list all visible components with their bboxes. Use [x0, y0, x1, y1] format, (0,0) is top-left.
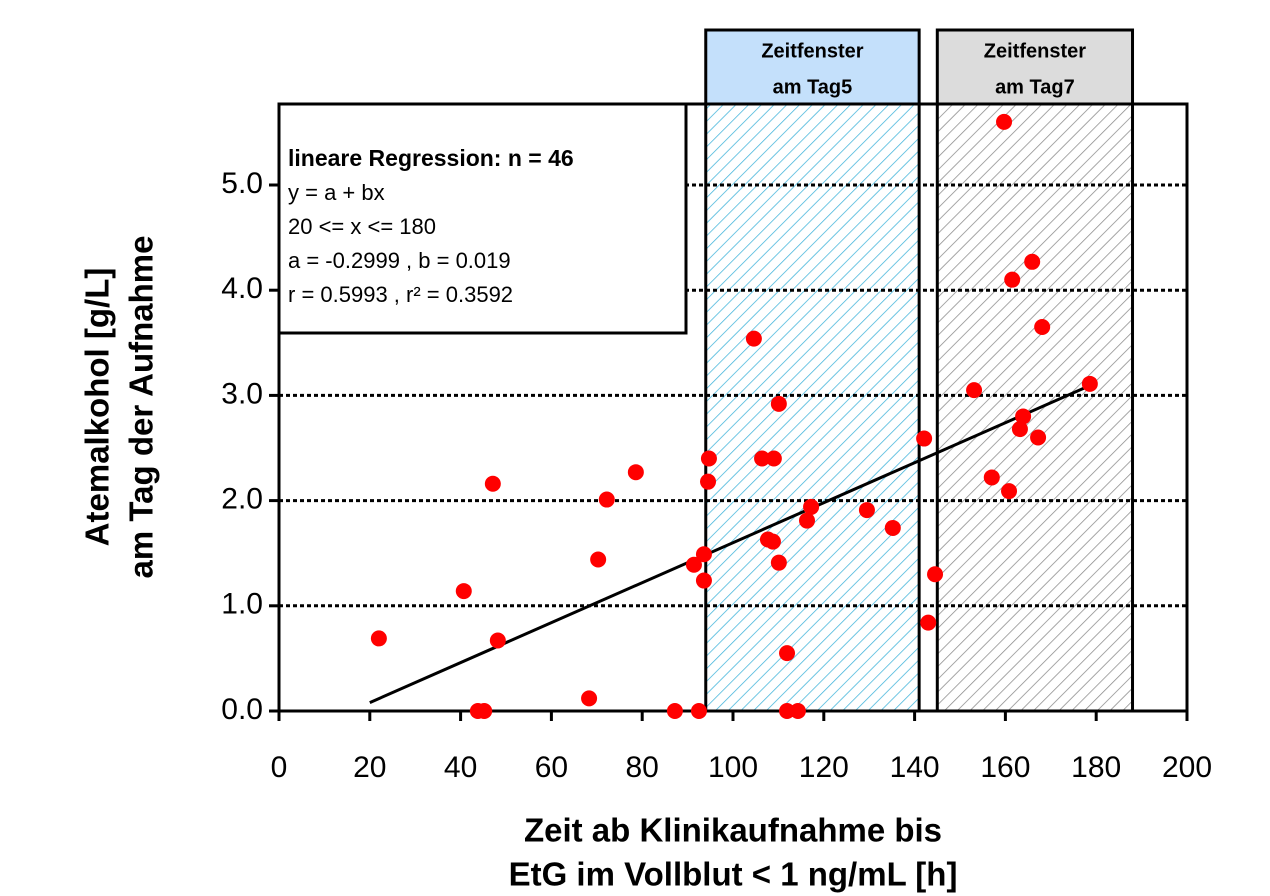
region-header	[935, 28, 1135, 106]
point	[858, 502, 875, 519]
point	[1015, 408, 1032, 425]
point	[666, 703, 683, 719]
y-tick-label: 1.0	[221, 588, 263, 621]
regression-line	[369, 381, 1097, 704]
point	[916, 430, 933, 447]
point	[695, 572, 712, 589]
point	[695, 546, 712, 563]
point	[966, 382, 983, 399]
x-tick-label: 160	[980, 751, 1030, 784]
point	[590, 551, 607, 568]
x-axis-label: Zeit ab Klinikaufnahme bis	[524, 812, 942, 849]
region-label: am Tag7	[995, 76, 1075, 98]
point	[983, 469, 1000, 486]
region-header	[704, 28, 921, 106]
x-tick-label: 20	[353, 751, 386, 784]
plot-frame	[277, 102, 1189, 713]
region-label: Zeitfenster	[984, 40, 1086, 62]
x-tick-label: 100	[708, 751, 758, 784]
point	[765, 450, 782, 467]
annotation-line: a = -0.2999 , b = 0.019	[288, 248, 511, 273]
point	[700, 473, 717, 490]
point	[884, 519, 901, 536]
point	[484, 475, 501, 492]
point	[700, 450, 717, 467]
point	[996, 113, 1013, 130]
annotation-box	[277, 102, 688, 335]
y-tick-label: 4.0	[221, 272, 263, 305]
point	[690, 703, 707, 719]
point	[803, 498, 820, 515]
point	[920, 614, 937, 631]
point	[1001, 483, 1018, 500]
point	[1030, 429, 1047, 446]
point	[764, 533, 781, 550]
point	[685, 556, 702, 573]
x-tick-label: 200	[1162, 751, 1212, 784]
point	[770, 395, 787, 412]
annotation-line: 20 <= x <= 180	[288, 214, 436, 239]
annotation-line: y = a + bx	[288, 180, 385, 205]
y-tick-label: 0.0	[221, 693, 263, 726]
point	[754, 450, 771, 467]
point	[489, 632, 506, 649]
region	[704, 102, 921, 713]
point	[927, 566, 944, 583]
region-label: am Tag5	[773, 76, 853, 98]
y-axis-label: Atemalkohol [g/L]	[79, 268, 116, 547]
x-tick-label: 140	[890, 751, 940, 784]
point	[598, 491, 615, 508]
point	[1004, 271, 1021, 288]
point	[799, 512, 816, 529]
region-label: Zeitfenster	[761, 40, 863, 62]
point	[745, 330, 762, 347]
point	[779, 645, 796, 662]
point	[476, 703, 493, 719]
annotation-line: lineare Regression: n = 46	[288, 145, 574, 171]
point	[1011, 421, 1028, 438]
x-tick-label: 40	[444, 751, 477, 784]
point	[455, 583, 472, 600]
point	[770, 554, 787, 571]
point	[789, 703, 806, 719]
y-tick-label: 3.0	[221, 377, 263, 410]
x-axis-label: EtG im Vollblut < 1 ng/mL [h]	[509, 856, 958, 893]
y-tick-label: 5.0	[221, 167, 263, 200]
point	[370, 630, 387, 647]
point	[1081, 375, 1098, 392]
y-axis-label: am Tag der Aufnahme	[123, 236, 160, 579]
point	[1024, 253, 1041, 270]
point	[1034, 319, 1051, 336]
x-tick-label: 60	[535, 751, 568, 784]
region	[935, 102, 1135, 713]
x-tick-label: 0	[271, 751, 288, 784]
x-tick-label: 80	[626, 751, 659, 784]
annotation-line: r = 0.5993 , r² = 0.3592	[288, 282, 513, 307]
x-tick-label: 180	[1071, 751, 1121, 784]
point	[627, 464, 644, 481]
point	[581, 690, 598, 707]
y-tick-label: 2.0	[221, 483, 263, 516]
x-tick-label: 120	[799, 751, 849, 784]
